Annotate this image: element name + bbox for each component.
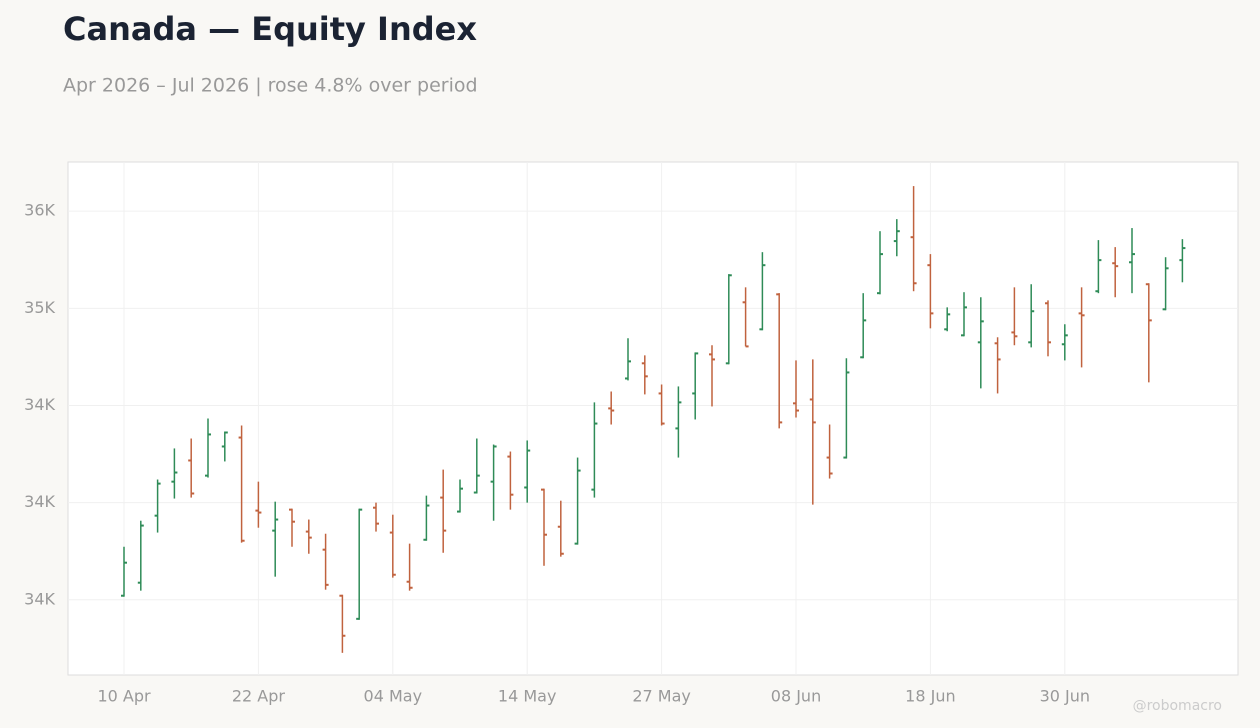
chart-title: Canada — Equity Index bbox=[63, 10, 477, 48]
watermark: @robomacro bbox=[1133, 698, 1222, 714]
x-tick-label: 14 May bbox=[498, 687, 557, 706]
x-tick-label: 27 May bbox=[632, 687, 691, 706]
x-tick-label: 30 Jun bbox=[1040, 687, 1090, 706]
x-tick-label: 18 Jun bbox=[905, 687, 955, 706]
x-tick-label: 08 Jun bbox=[771, 687, 821, 706]
y-tick-label: 36K bbox=[24, 201, 55, 220]
x-tick-label: 22 Apr bbox=[232, 687, 286, 706]
plot-area bbox=[67, 161, 1239, 676]
y-tick-label: 34K bbox=[24, 492, 55, 511]
x-tick-label: 04 May bbox=[364, 687, 423, 706]
y-tick-label: 34K bbox=[24, 589, 55, 608]
chart-subtitle: Apr 2026 – Jul 2026 | rose 4.8% over per… bbox=[63, 75, 478, 97]
y-tick-label: 34K bbox=[24, 395, 55, 414]
y-tick-label: 35K bbox=[24, 298, 55, 317]
x-tick-label: 10 Apr bbox=[97, 687, 151, 706]
